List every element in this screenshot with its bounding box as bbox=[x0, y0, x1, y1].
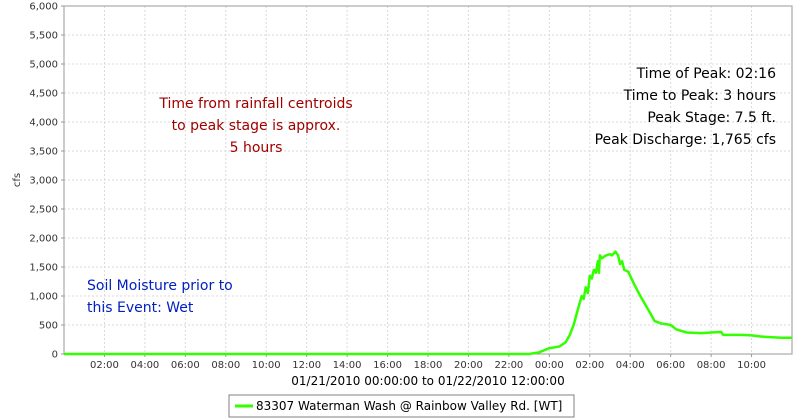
series-layer bbox=[64, 250, 792, 356]
x-tick-label: 18:00 bbox=[414, 360, 443, 371]
x-tick-label: 08:00 bbox=[697, 360, 726, 371]
x-tick-label: 00:00 bbox=[535, 360, 564, 371]
y-tick-label: 5,500 bbox=[29, 31, 58, 42]
annotations: Time from rainfall centroids to peak stag… bbox=[87, 66, 776, 316]
x-tick-label: 04:00 bbox=[130, 360, 159, 371]
y-tick-label: 4,500 bbox=[29, 89, 58, 100]
grid-lines bbox=[64, 6, 792, 354]
x-tick-label: 22:00 bbox=[494, 360, 523, 371]
annotation-soil-moisture-line: Soil Moisture prior to bbox=[87, 278, 233, 294]
x-tick-label: 06:00 bbox=[171, 360, 200, 371]
y-tick-label: 0 bbox=[52, 350, 58, 361]
x-tick-label: 20:00 bbox=[454, 360, 483, 371]
x-tick-label: 10:00 bbox=[737, 360, 766, 371]
y-axis-ticks: 0 500 1,000 1,500 2,000 2,500 3,000 3,500 4,000 4… bbox=[29, 2, 64, 361]
y-tick-label: 6,000 bbox=[29, 2, 58, 13]
x-tick-label: 16:00 bbox=[373, 360, 402, 371]
annotation-rainfall-line: 5 hours bbox=[230, 140, 283, 156]
y-tick-label: 1,000 bbox=[29, 292, 58, 303]
x-axis-ticks: 02:00 04:00 06:00 08:00 10:00 12:00 14:00 16:00… bbox=[90, 354, 766, 371]
legend-entry-label: 83307 Waterman Wash @ Rainbow Valley Rd.… bbox=[256, 399, 562, 413]
y-tick-label: 4,000 bbox=[29, 118, 58, 129]
x-tick-label: 14:00 bbox=[333, 360, 362, 371]
annotation-soil-moisture-line: this Event: Wet bbox=[87, 300, 194, 316]
legend[interactable]: 83307 Waterman Wash @ Rainbow Valley Rd.… bbox=[228, 394, 575, 418]
x-axis-label: 01/21/2010 00:00:00 to 01/22/2010 12:00:… bbox=[291, 374, 564, 388]
annotation-peak-stats-line: Time of Peak: 02:16 bbox=[636, 66, 777, 82]
y-tick-label: 3,500 bbox=[29, 147, 58, 158]
y-axis-label: cfs bbox=[12, 173, 23, 187]
x-tick-label: 06:00 bbox=[656, 360, 685, 371]
annotation-peak-stats-line: Time to Peak: 3 hours bbox=[623, 88, 776, 104]
y-tick-label: 3,000 bbox=[29, 176, 58, 187]
series-line bbox=[64, 250, 792, 356]
x-tick-label: 02:00 bbox=[90, 360, 119, 371]
y-tick-label: 2,500 bbox=[29, 205, 58, 216]
x-tick-label: 04:00 bbox=[616, 360, 645, 371]
annotation-rainfall-line: Time from rainfall centroids bbox=[158, 96, 352, 112]
annotation-peak-stats-line: Peak Discharge: 1,765 cfs bbox=[595, 132, 776, 148]
x-tick-label: 02:00 bbox=[575, 360, 604, 371]
y-tick-label: 500 bbox=[39, 321, 58, 332]
y-tick-label: 2,000 bbox=[29, 234, 58, 245]
annotation-rainfall-line: to peak stage is approx. bbox=[172, 118, 341, 134]
x-tick-label: 10:00 bbox=[252, 360, 281, 371]
x-tick-label: 12:00 bbox=[292, 360, 321, 371]
annotation-peak-stats-line: Peak Stage: 7.5 ft. bbox=[647, 110, 776, 126]
legend-box bbox=[228, 394, 575, 418]
x-tick-label: 08:00 bbox=[211, 360, 240, 371]
y-tick-label: 1,500 bbox=[29, 263, 58, 274]
y-tick-label: 5,000 bbox=[29, 60, 58, 71]
